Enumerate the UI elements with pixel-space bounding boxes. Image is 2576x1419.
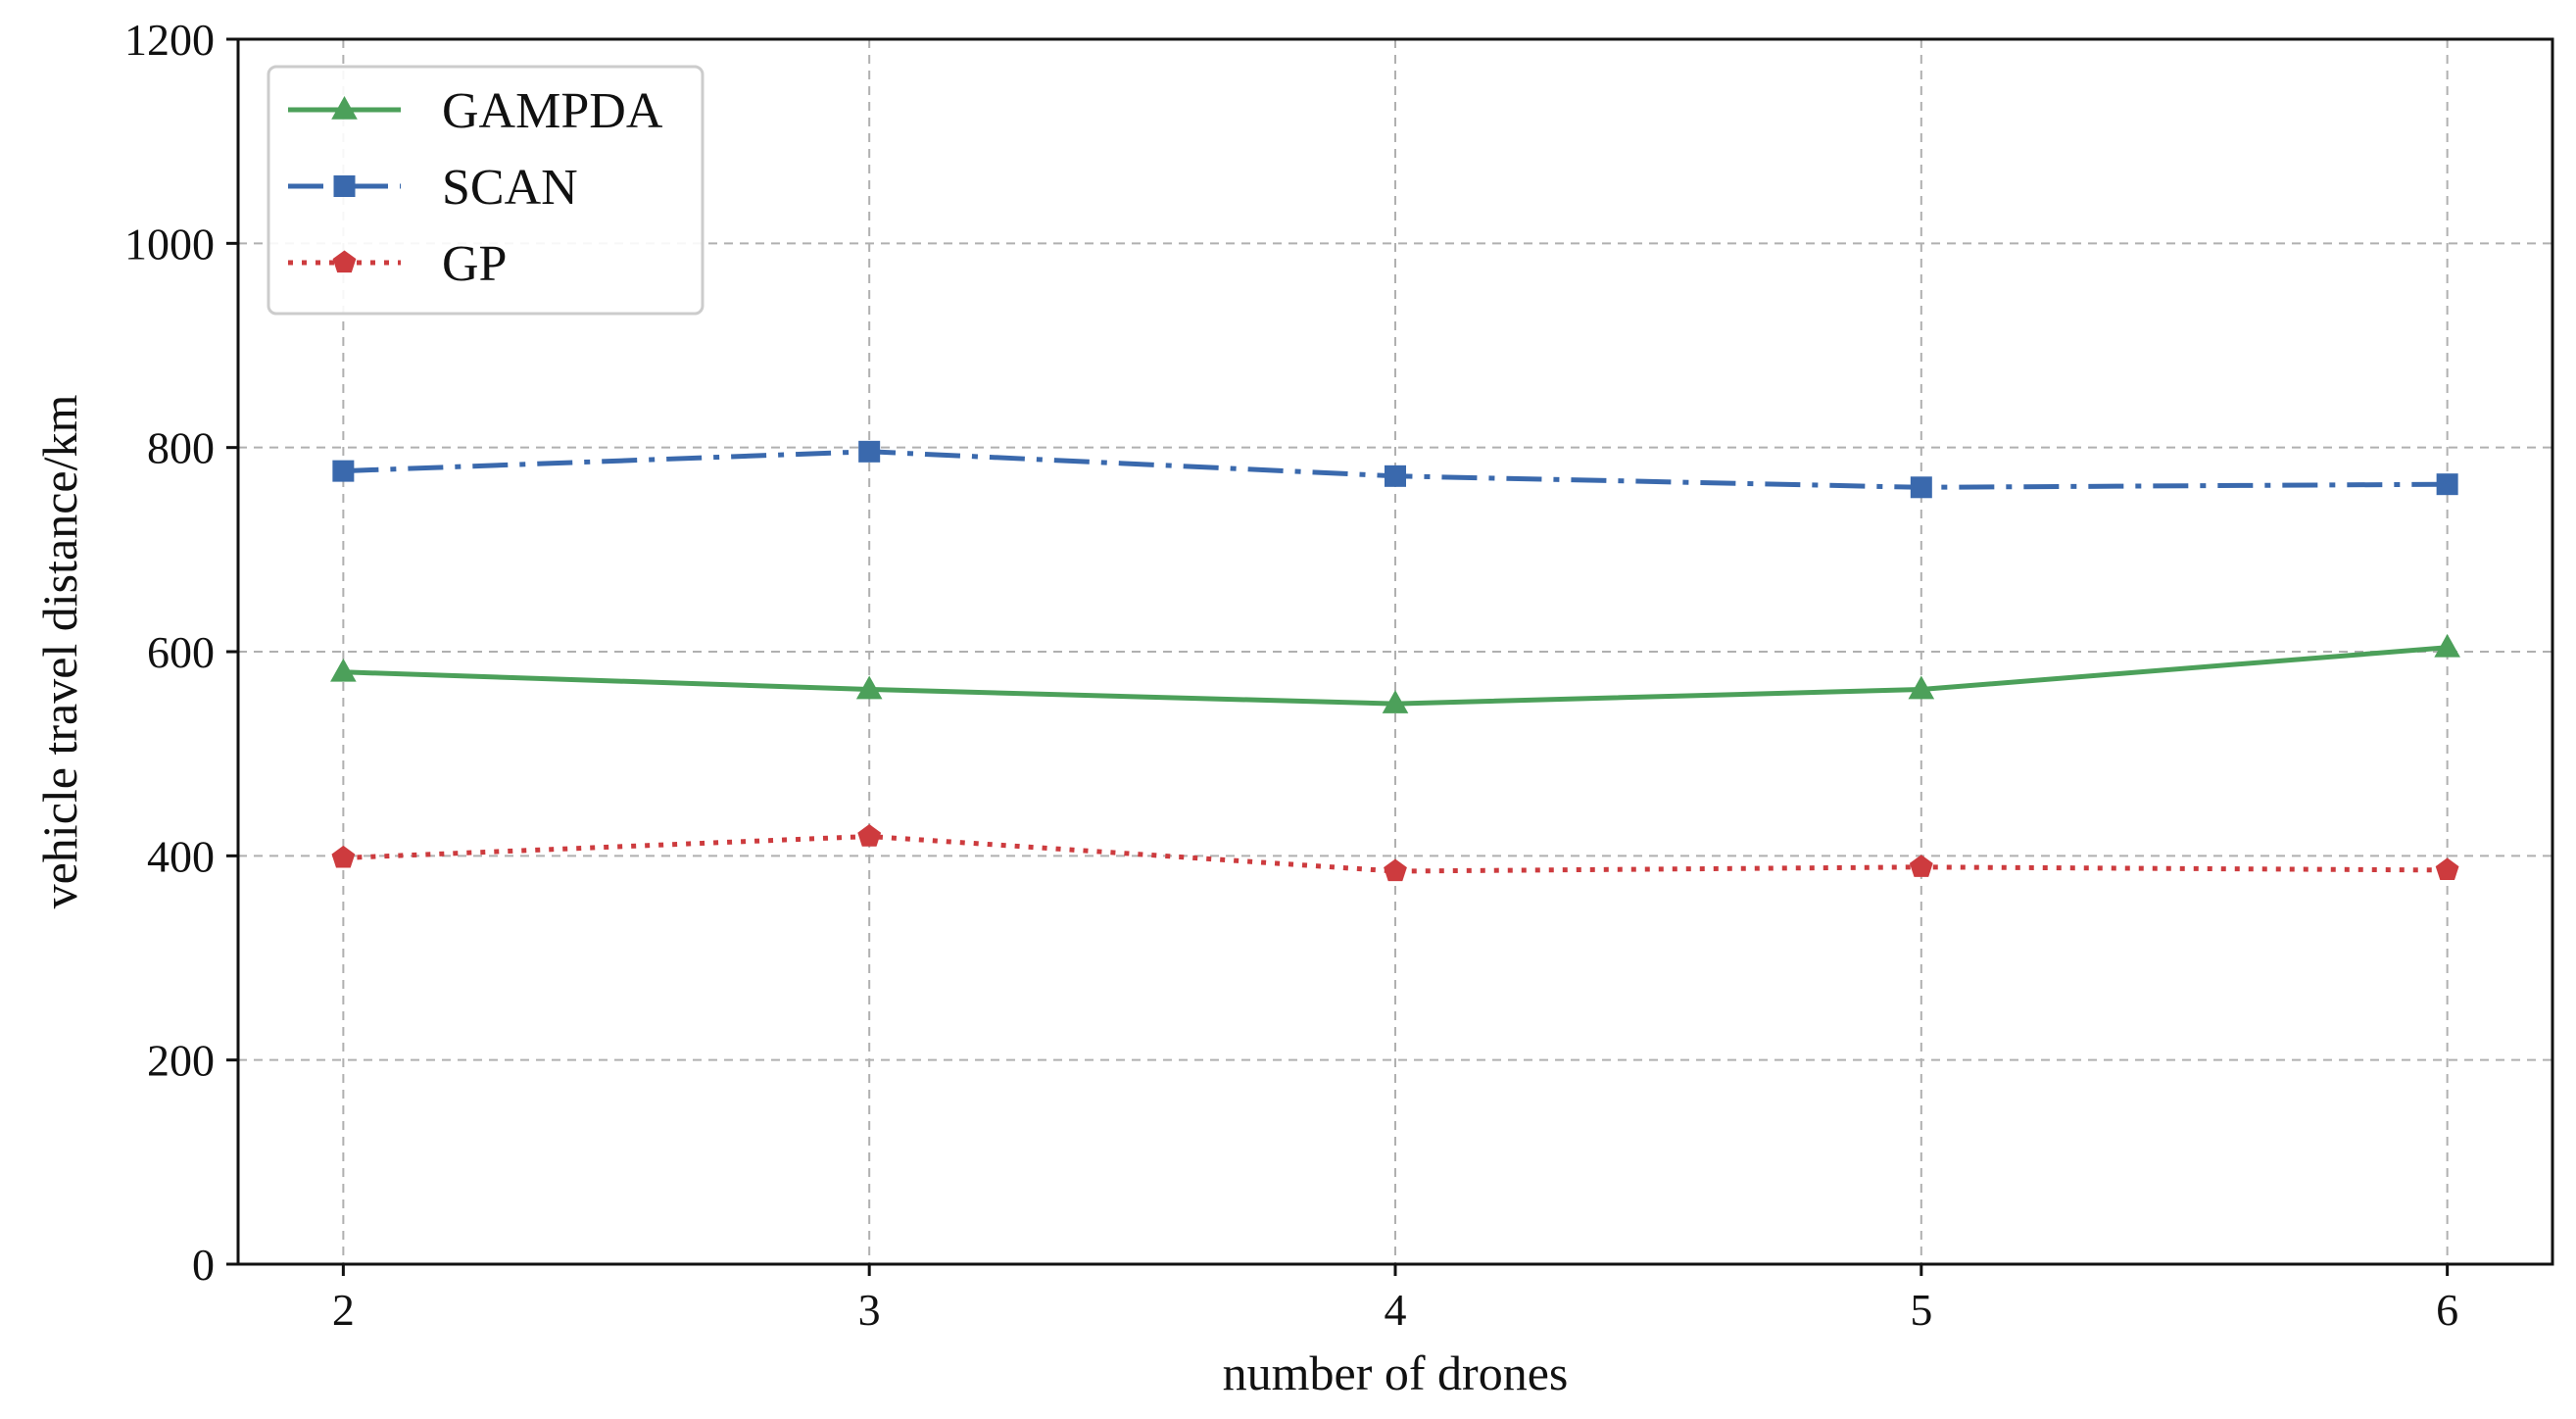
data-point-gampda bbox=[855, 675, 883, 700]
y-tick-label: 600 bbox=[147, 627, 215, 677]
y-tick-label: 1000 bbox=[124, 219, 215, 269]
legend-marker-gp bbox=[332, 250, 357, 273]
series-scan bbox=[332, 440, 2458, 499]
data-point-gp bbox=[1384, 858, 1407, 882]
x-tick-label: 6 bbox=[2436, 1285, 2458, 1335]
series-gp bbox=[331, 824, 2459, 882]
x-tick-label: 4 bbox=[1385, 1285, 1407, 1335]
legend-box bbox=[267, 65, 705, 316]
legend-label-scan: SCAN bbox=[442, 160, 578, 216]
data-point-gampda bbox=[1382, 690, 1409, 713]
y-tick-label: 1200 bbox=[124, 15, 215, 65]
x-tick-label: 2 bbox=[332, 1285, 355, 1335]
series-layer bbox=[330, 440, 2460, 882]
data-point-gp bbox=[2435, 857, 2459, 880]
y-tick-label: 200 bbox=[147, 1036, 215, 1086]
legend-marker-scan bbox=[333, 175, 356, 197]
data-point-scan bbox=[1910, 476, 1932, 499]
legend-marker-gampda bbox=[331, 96, 358, 120]
data-point-gampda bbox=[1908, 675, 1935, 700]
data-point-gp bbox=[331, 845, 356, 868]
data-point-scan bbox=[332, 460, 355, 482]
data-point-scan bbox=[858, 440, 881, 463]
data-point-scan bbox=[1385, 465, 1406, 487]
y-axis-ticks: 0 200 400 600 800 1000 1200 bbox=[124, 15, 238, 1290]
y-tick-label: 800 bbox=[147, 423, 215, 473]
x-axis-ticks: 2 3 4 5 6 bbox=[332, 1264, 2458, 1335]
y-tick-label: 0 bbox=[192, 1240, 215, 1290]
x-axis-title: number of drones bbox=[1223, 1346, 1569, 1400]
y-tick-label: 400 bbox=[147, 831, 215, 881]
x-tick-label: 5 bbox=[1910, 1285, 1932, 1335]
x-tick-label: 3 bbox=[858, 1285, 881, 1335]
data-point-gampda bbox=[2434, 633, 2460, 658]
legend-label-gp: GP bbox=[442, 236, 507, 292]
data-point-gampda bbox=[330, 658, 357, 682]
series-gampda bbox=[330, 633, 2460, 713]
y-axis-title: vehicle travel distance/km bbox=[32, 395, 87, 909]
legend: GAMPDA SCAN GP bbox=[267, 65, 705, 316]
data-point-gp bbox=[857, 824, 882, 847]
data-point-gp bbox=[1909, 855, 1933, 877]
data-point-scan bbox=[2436, 473, 2458, 496]
legend-label-gampda: GAMPDA bbox=[442, 83, 663, 139]
